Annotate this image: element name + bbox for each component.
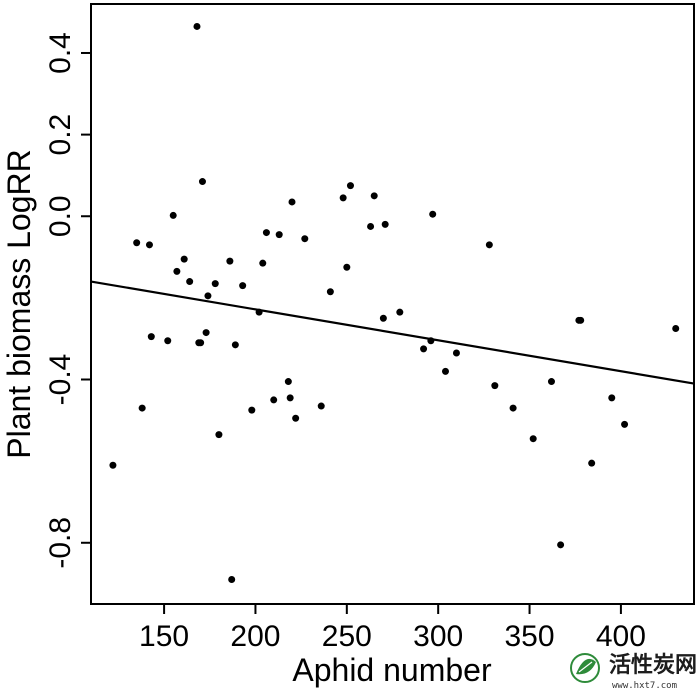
data-point: [197, 339, 205, 347]
data-point: [248, 406, 256, 414]
data-point: [215, 431, 223, 439]
x-tick-label: 250: [322, 620, 372, 653]
data-point: [326, 288, 334, 296]
data-point: [202, 329, 210, 337]
y-tick-label: 0.4: [44, 32, 77, 74]
data-point: [231, 341, 239, 349]
y-axis-title: Plant biomass LogRR: [1, 149, 37, 458]
x-tick-label: 400: [596, 620, 646, 653]
data-point: [420, 345, 428, 353]
data-point: [226, 257, 234, 265]
data-point: [186, 278, 194, 286]
x-tick-label: 350: [505, 620, 555, 653]
y-tick-label: -0.4: [44, 354, 77, 406]
data-point: [381, 220, 389, 228]
data-point: [138, 404, 146, 412]
data-point: [441, 367, 449, 375]
data-point: [180, 255, 188, 263]
data-point: [672, 324, 680, 332]
data-point: [147, 333, 155, 341]
leaf-logo-icon: [570, 653, 600, 683]
data-point: [286, 394, 294, 402]
data-point: [367, 222, 375, 230]
data-point: [270, 396, 278, 404]
data-point: [557, 541, 565, 549]
y-axis-ticks: -0.8 -0.4 0.0 0.2 0.4: [44, 32, 91, 569]
data-point: [109, 461, 117, 469]
data-point: [164, 337, 172, 345]
data-point: [370, 192, 378, 200]
data-point: [239, 282, 247, 290]
data-point: [608, 394, 616, 402]
regression-line: [90, 280, 695, 385]
x-axis-title: Aphid number: [292, 652, 492, 688]
data-point: [429, 210, 437, 218]
data-point: [173, 267, 181, 275]
data-point: [317, 402, 325, 410]
data-point: [343, 263, 351, 271]
watermark-text: 活性炭网: [609, 652, 697, 678]
data-point: [588, 459, 596, 467]
plot-area-frame: [90, 3, 695, 605]
y-tick-label: 0.2: [44, 114, 77, 156]
x-tick-label: 200: [230, 620, 280, 653]
data-point: [301, 235, 309, 243]
y-tick-label: -0.8: [44, 517, 77, 569]
data-point: [262, 229, 270, 237]
data-point: [259, 259, 267, 267]
data-point: [529, 435, 537, 443]
x-tick-label: 300: [413, 620, 463, 653]
data-point: [204, 292, 212, 300]
data-point: [396, 308, 404, 316]
data-point: [509, 404, 517, 412]
data-point: [379, 314, 387, 322]
data-point: [169, 211, 177, 219]
data-point: [339, 194, 347, 202]
data-point: [288, 198, 296, 206]
data-point: [145, 241, 153, 249]
data-point: [284, 378, 292, 386]
data-points: [109, 22, 680, 584]
watermark: 活性炭网 www.hxt7.com: [570, 652, 697, 691]
data-point: [621, 420, 629, 428]
data-point: [292, 414, 300, 422]
y-tick-label: 0.0: [44, 195, 77, 237]
data-point: [491, 382, 499, 390]
regression-line-group: [90, 280, 695, 385]
data-point: [452, 349, 460, 357]
data-point: [485, 241, 493, 249]
watermark-subtext: www.hxt7.com: [612, 681, 677, 691]
data-point: [198, 178, 206, 186]
x-axis-ticks: 150 200 250 300 350 400: [139, 604, 646, 653]
data-point: [346, 182, 354, 190]
data-point: [547, 378, 555, 386]
data-point: [577, 316, 585, 324]
data-point: [228, 576, 236, 584]
data-point: [193, 22, 201, 30]
data-point: [275, 231, 283, 239]
data-point: [211, 280, 219, 288]
data-point: [133, 239, 141, 247]
x-tick-label: 150: [139, 620, 189, 653]
